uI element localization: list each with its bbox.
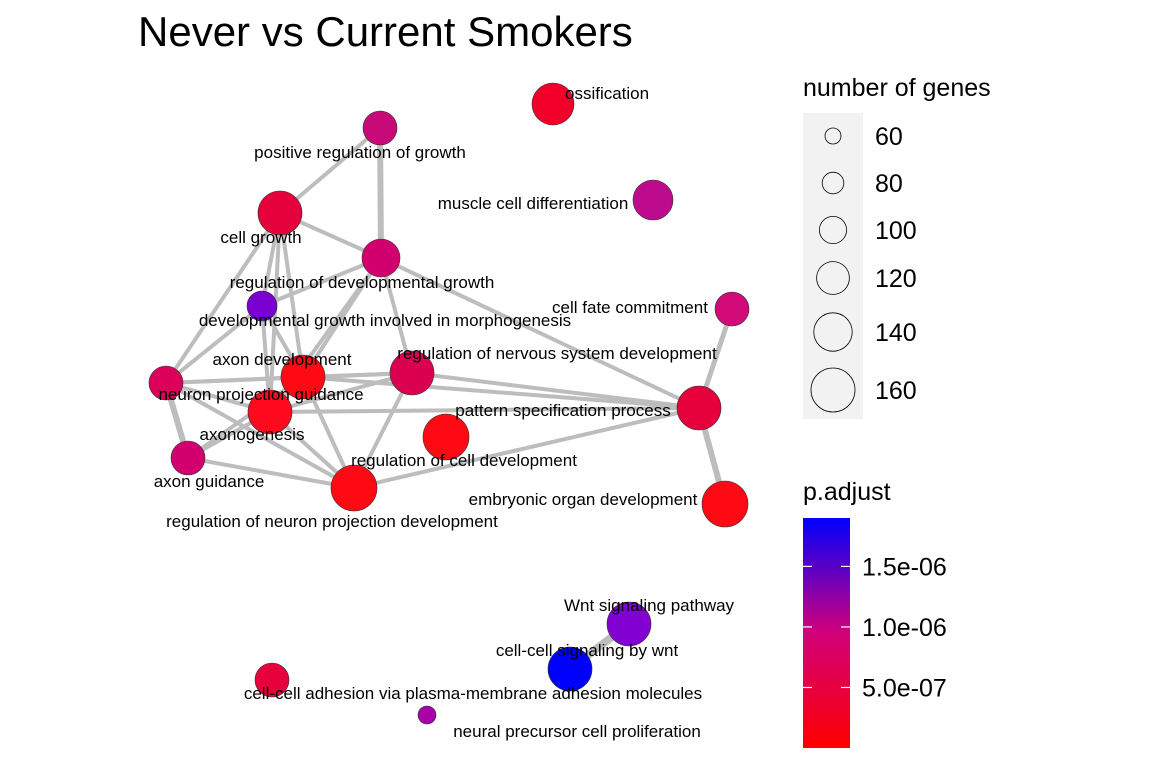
node-cell-fate[interactable] — [714, 291, 750, 327]
color-legend-label: 1.5e-06 — [862, 553, 947, 581]
node-label-muscle-cell-diff: muscle cell differentiation — [438, 194, 629, 213]
node-reg-neuron-proj[interactable] — [330, 464, 378, 512]
node-label-neuron-proj-guid: neuron projection guidance — [158, 385, 363, 404]
size-legend-label: 120 — [875, 265, 917, 293]
size-legend-circle — [821, 171, 845, 195]
size-legend-label: 140 — [875, 319, 917, 347]
node-axonogenesis[interactable] — [247, 389, 293, 435]
node-label-neural-precursor: neural precursor cell proliferation — [453, 722, 701, 741]
node-label-reg-dev-growth: regulation of developmental growth — [230, 273, 495, 292]
node-label-axon-guidance: axon guidance — [154, 472, 265, 491]
size-legend-key-background — [803, 113, 863, 419]
node-label-cc-adhesion: cell-cell adhesion via plasma-membrane a… — [244, 684, 702, 703]
edge-reg_dev_growth-dev_growth_morph — [260, 256, 383, 308]
node-axon-dev[interactable] — [280, 354, 326, 400]
node-reg-nervous-dev[interactable] — [389, 350, 435, 396]
size-legend-circle — [810, 367, 856, 413]
node-muscle-cell-diff[interactable] — [632, 179, 674, 221]
size-legend-circle — [813, 312, 853, 352]
node-dev-growth-morph[interactable] — [246, 290, 278, 322]
node-pos-reg-growth[interactable] — [362, 110, 398, 146]
node-label-wnt-cellcell: cell-cell signaling by wnt — [496, 641, 679, 660]
node-label-axon-dev: axon development — [213, 350, 352, 369]
node-label-pattern-spec: pattern specification process — [455, 401, 670, 420]
node-neuron-proj-guid[interactable] — [148, 365, 184, 401]
color-legend: 1.5e-06 1.0e-06 5.0e-07 — [803, 553, 947, 702]
color-legend-bar — [803, 518, 850, 748]
node-cc-adhesion[interactable] — [254, 662, 290, 698]
size-legend-circle — [824, 127, 842, 145]
color-legend-label: 5.0e-07 — [862, 674, 947, 702]
edge-pos_reg_growth-reg_dev_growth — [377, 125, 384, 261]
node-label-pos-reg-growth: positive regulation of growth — [254, 143, 466, 162]
node-label-reg-neuron-proj: regulation of neuron projection developm… — [166, 512, 498, 531]
size-legend-label: 60 — [875, 123, 903, 151]
node-label-wnt-pathway: Wnt signaling pathway — [564, 596, 735, 615]
size-legend-label: 160 — [875, 377, 917, 405]
node-wnt-cellcell[interactable] — [547, 646, 593, 692]
edge-cell_growth-neuron_proj_guid — [164, 211, 282, 385]
node-label-embryonic-organ: embryonic organ development — [469, 490, 698, 509]
size-legend: 60 80 100 120 140 160 — [810, 123, 917, 413]
node-label-cell-growth: cell growth — [220, 228, 301, 247]
node-wnt-pathway[interactable] — [606, 601, 652, 647]
node-label-ossification: ossification — [565, 84, 649, 103]
node-pattern-spec[interactable] — [676, 385, 722, 431]
color-legend-label: 1.0e-06 — [862, 614, 947, 642]
edge-reg_nervous_dev-pattern_spec — [410, 371, 701, 410]
node-label-dev-growth-morph: developmental growth involved in morphog… — [199, 311, 571, 330]
size-legend-label: 80 — [875, 170, 903, 198]
edge-axonogenesis-pattern_spec — [268, 406, 701, 414]
size-legend-label: 100 — [875, 217, 917, 245]
plot-title: Never vs Current Smokers — [138, 8, 633, 55]
size-legend-title: number of genes — [803, 74, 991, 102]
edge-neuron_proj_guid-reg_neuron_proj — [164, 381, 356, 490]
nodes-layer — [148, 82, 750, 725]
node-cell-growth[interactable] — [257, 190, 303, 236]
edge-pattern_spec-reg_neuron_proj — [352, 406, 701, 490]
edge-axon_guidance-reg_neuron_proj — [186, 456, 356, 490]
color-legend-title: p.adjust — [803, 478, 891, 506]
node-label-reg-nervous-dev: regulation of nervous system development — [397, 344, 717, 363]
node-ossification[interactable] — [531, 82, 575, 126]
node-label-reg-cell-dev: regulation of cell development — [351, 451, 577, 470]
node-axon-guidance[interactable] — [170, 440, 206, 476]
node-reg-cell-dev[interactable] — [422, 413, 470, 461]
node-label-axonogenesis: axonogenesis — [200, 425, 305, 444]
node-reg-dev-growth[interactable] — [361, 238, 401, 278]
node-neural-precursor[interactable] — [417, 705, 437, 725]
edge-axon_dev-axon_guidance — [186, 375, 305, 460]
node-label-cell-fate: cell fate commitment — [552, 298, 708, 317]
node-embryonic-organ[interactable] — [701, 480, 749, 528]
labels-layer: ossification positive regulation of growt… — [154, 84, 735, 741]
edge-reg_dev_growth-pattern_spec — [379, 256, 701, 410]
size-legend-circle — [819, 215, 848, 244]
size-legend-circle — [816, 261, 850, 295]
edge-axonogenesis-reg_nervous_dev — [268, 371, 414, 414]
edge-axon_dev-pattern_spec — [301, 375, 701, 410]
edge-dev_growth_morph-neuron_proj_guid — [164, 304, 264, 385]
